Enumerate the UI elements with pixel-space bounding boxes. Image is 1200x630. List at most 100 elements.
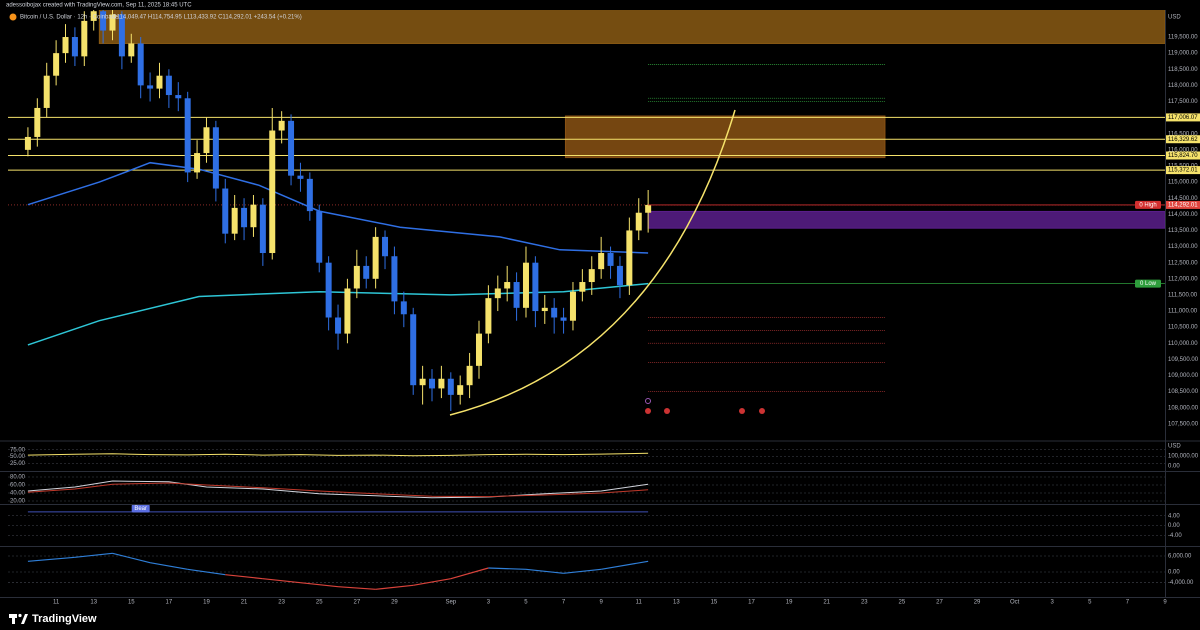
x-tick-label: 5 — [524, 600, 528, 606]
candle-body — [513, 282, 520, 308]
indicator-segment — [74, 552, 113, 558]
y-tick-label: 60.00 — [10, 483, 26, 489]
indicator-segment — [300, 582, 339, 588]
candle-body — [231, 207, 238, 234]
level-label: 115,824.70 — [1168, 153, 1198, 159]
candle-body — [616, 265, 623, 286]
candle-body — [598, 253, 605, 270]
y-tick-label: 0.00 — [1168, 523, 1180, 529]
footer-bg — [0, 607, 1200, 630]
x-tick-label: 17 — [166, 600, 173, 606]
event-icons — [645, 398, 765, 414]
y-tick-label: 6,000.00 — [1168, 554, 1192, 560]
current-price-label: 114,292.01 — [1168, 202, 1198, 208]
candle-body — [325, 262, 332, 318]
candle-body — [194, 153, 201, 173]
indicator-segment — [112, 552, 151, 564]
moving-average — [27, 161, 649, 254]
candle-body — [165, 75, 172, 96]
event-icon — [759, 408, 765, 414]
y-tick-label: 107,500.00 — [1168, 421, 1199, 427]
candle-body — [118, 14, 125, 57]
candle-body — [588, 269, 595, 283]
level-label: 115,372.01 — [1168, 168, 1198, 174]
x-tick-label: 11 — [53, 600, 60, 606]
x-tick-label: 13 — [90, 600, 97, 606]
candle-body — [522, 262, 529, 308]
x-tick-label: 15 — [128, 600, 135, 606]
x-tick-label: Sep — [445, 600, 456, 606]
candle-body — [250, 204, 257, 228]
indicator-segment — [187, 568, 226, 576]
y-tick-label: 109,000.00 — [1168, 373, 1199, 379]
candle-body — [269, 130, 276, 254]
candle-body — [466, 365, 473, 386]
x-tick-label: 9 — [599, 600, 603, 606]
x-tick-label: 23 — [278, 600, 285, 606]
indicator-segment — [450, 567, 489, 580]
x-tick-label: 21 — [241, 600, 248, 606]
candle-body — [353, 265, 360, 289]
candle-body — [222, 188, 229, 234]
candle-body — [137, 43, 144, 86]
y-tick-label: 80.00 — [10, 475, 26, 481]
candle-body — [457, 385, 464, 395]
candle-body — [297, 175, 304, 179]
y-tick-label: 108,000.00 — [1168, 405, 1199, 411]
zone — [647, 210, 1166, 229]
currency-label: USD — [1168, 15, 1181, 21]
candle-body — [607, 253, 614, 266]
zone — [98, 7, 1166, 44]
symbol-icon — [9, 13, 17, 21]
right-axis-label: 100,000.00 — [1168, 454, 1199, 460]
x-tick-label: 27 — [936, 600, 943, 606]
candle-body — [579, 282, 586, 292]
y-tick-label: 108,500.00 — [1168, 389, 1199, 395]
candle-body — [400, 301, 407, 315]
annotation-label: Bear — [134, 506, 147, 512]
tv-logo-icon — [9, 613, 28, 624]
y-tick-label: 113,500.00 — [1168, 228, 1198, 234]
y-tick-label: 114,500.00 — [1168, 196, 1198, 202]
x-tick-label: 25 — [899, 600, 906, 606]
x-tick-label: 7 — [562, 600, 566, 606]
right-axis-label: 0.00 — [1168, 464, 1180, 470]
x-tick-label: 29 — [391, 600, 398, 606]
y-tick-label: 113,000.00 — [1168, 244, 1198, 250]
candle-body — [175, 95, 182, 99]
logo-shape — [18, 613, 22, 618]
candle-body — [391, 256, 398, 302]
candle-body — [81, 20, 88, 57]
level-badge — [1166, 151, 1200, 160]
y-tick-label: 116,000.00 — [1168, 147, 1198, 153]
indicator-segment — [488, 567, 527, 570]
candle-body — [344, 288, 351, 334]
x-tick-label: 3 — [1051, 600, 1055, 606]
candle-body — [147, 85, 154, 89]
indicator-segment — [262, 578, 301, 584]
marker-badge — [1135, 200, 1161, 209]
y-tick-label: 20.00 — [10, 499, 26, 505]
indicator-segment — [375, 584, 414, 590]
indicator-line — [27, 480, 649, 499]
indicator-segment — [525, 568, 564, 574]
x-tick-label: 15 — [711, 600, 718, 606]
indicator-segment — [225, 574, 263, 580]
event-icon — [664, 408, 670, 414]
candle-body — [569, 291, 576, 321]
indicator-line — [27, 482, 649, 498]
y-tick-label: 25.00 — [10, 461, 26, 467]
candle-body — [429, 378, 436, 389]
candle-body — [288, 120, 295, 176]
candle-body — [447, 378, 454, 395]
candle-body — [278, 120, 285, 131]
annotation-badge — [131, 504, 150, 513]
zones — [98, 7, 1166, 229]
x-tick-label: 21 — [823, 600, 830, 606]
indicator-segment — [149, 562, 188, 570]
candle-body — [494, 288, 501, 299]
candle-body — [475, 333, 482, 366]
logo-shape — [21, 614, 28, 624]
arc-drawing — [449, 109, 736, 416]
